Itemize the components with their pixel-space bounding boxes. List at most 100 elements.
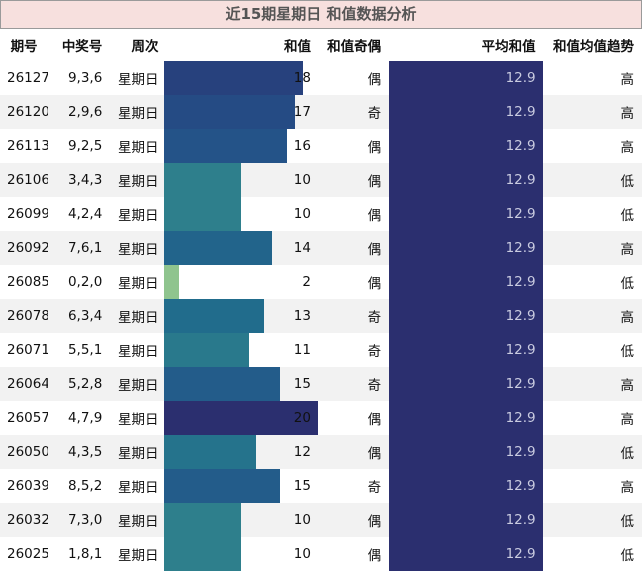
cell-issue: 26071 [7, 342, 49, 358]
avg-value: 12.9 [505, 376, 536, 392]
cell-avg: 12.9 [389, 197, 544, 231]
cell-weekday: 星期日 [117, 140, 159, 156]
cell-sum: 15 [164, 469, 318, 503]
cell-avg: 12.9 [389, 333, 544, 367]
cell-trend: 高 [620, 412, 635, 428]
cell-weekday: 星期日 [117, 344, 159, 360]
sum-databar [164, 435, 257, 469]
avg-value: 12.9 [505, 308, 536, 324]
cell-trend: 低 [543, 503, 642, 537]
sum-databar [164, 299, 265, 333]
cell-trend: 低 [543, 435, 642, 469]
cell-trend: 低 [620, 276, 635, 292]
sum-databar [164, 367, 281, 401]
cell-numbers: 2,9,6 [48, 95, 107, 129]
avg-databar [389, 231, 544, 265]
cell-avg: 12.9 [389, 231, 544, 265]
table-body: 26127 9,3,6 星期日 18 偶 12.9 高 26120 2,9,6 星期日 17 奇 12.… [0, 61, 642, 571]
avg-value: 12.9 [505, 512, 536, 528]
header-weekday: 周次 [131, 38, 159, 55]
cell-avg: 12.9 [389, 299, 544, 333]
cell-issue: 26092 [0, 231, 49, 265]
cell-trend: 高 [620, 140, 635, 156]
sum-value: 16 [293, 138, 311, 154]
cell-issue: 26039 [7, 478, 49, 494]
avg-databar [389, 333, 544, 367]
avg-databar [389, 299, 544, 333]
cell-weekday: 星期日 [106, 503, 165, 537]
cell-sum: 14 [164, 231, 319, 265]
header-avg: 平均和值 [481, 38, 536, 55]
cell-issue: 26099 [7, 206, 49, 222]
cell-trend: 高 [543, 231, 642, 265]
cell-parity: 偶 [318, 163, 390, 197]
table-row: 26078 6,3,4 星期日 13 奇 12.9 高 [0, 299, 642, 333]
avg-databar [389, 163, 544, 197]
cell-issue: 26050 [0, 435, 49, 469]
table-row: 26071 5,5,1 星期日 11 奇 12.9 低 [0, 333, 642, 367]
table-row: 26113 9,2,5 星期日 16 偶 12.9 高 [0, 129, 642, 163]
cell-sum: 20 [164, 401, 319, 435]
sum-value: 13 [293, 308, 311, 324]
avg-value: 12.9 [505, 70, 536, 86]
cell-sum: 13 [164, 299, 319, 333]
cell-numbers: 7,3,0 [48, 503, 107, 537]
avg-databar [389, 95, 544, 129]
sum-value: 17 [293, 104, 311, 120]
avg-databar [389, 401, 544, 435]
cell-parity: 偶 [367, 548, 382, 564]
sheet-title: 近15期星期日 和值数据分析 [0, 0, 642, 29]
cell-parity: 奇 [318, 299, 390, 333]
avg-databar [389, 197, 544, 231]
cell-avg: 12.9 [389, 95, 544, 129]
cell-sum: 10 [164, 197, 318, 231]
cell-issue: 26085 [7, 274, 49, 290]
avg-value: 12.9 [505, 274, 536, 290]
cell-trend: 高 [543, 299, 642, 333]
cell-weekday: 星期日 [117, 208, 159, 224]
avg-value: 12.9 [505, 444, 536, 460]
table-row: 26057 4,7,9 星期日 20 偶 12.9 高 [0, 401, 642, 435]
table-row: 26025 1,8,1 星期日 10 偶 12.9 低 [0, 537, 642, 571]
sum-databar [164, 129, 288, 163]
cell-numbers: 5,2,8 [48, 367, 107, 401]
header-row: 期号 中奖号 周次 和值 和值奇偶 平均和值 和值均值趋势 [0, 28, 642, 61]
table-row: 26127 9,3,6 星期日 18 偶 12.9 高 [0, 61, 642, 95]
cell-weekday: 星期日 [106, 231, 165, 265]
avg-value: 12.9 [505, 410, 536, 426]
cell-trend: 低 [620, 344, 635, 360]
cell-numbers: 9,2,5 [67, 138, 103, 154]
avg-databar [389, 469, 544, 503]
avg-value: 12.9 [505, 172, 536, 188]
cell-sum: 10 [164, 537, 318, 571]
header-numbers: 中奖号 [61, 38, 103, 55]
header-trend: 和值均值趋势 [553, 38, 634, 55]
cell-numbers: 7,6,1 [48, 231, 107, 265]
cell-weekday: 星期日 [117, 480, 159, 496]
cell-avg: 12.9 [389, 265, 544, 299]
avg-databar [389, 367, 544, 401]
table-row: 26120 2,9,6 星期日 17 奇 12.9 高 [0, 95, 642, 129]
cell-numbers: 4,7,9 [67, 410, 103, 426]
avg-databar [389, 265, 544, 299]
sum-value: 12 [293, 444, 311, 460]
cell-issue: 26064 [0, 367, 49, 401]
avg-value: 12.9 [505, 206, 536, 222]
cell-avg: 12.9 [389, 401, 544, 435]
cell-trend: 高 [543, 95, 642, 129]
cell-trend: 低 [543, 163, 642, 197]
cell-weekday: 星期日 [117, 72, 159, 88]
cell-issue: 26127 [7, 70, 49, 86]
cell-trend: 高 [620, 480, 635, 496]
cell-parity: 偶 [318, 231, 390, 265]
sum-value: 10 [293, 206, 311, 222]
cell-numbers: 4,3,5 [48, 435, 107, 469]
cell-parity: 偶 [318, 503, 390, 537]
cell-sum: 17 [164, 95, 319, 129]
table-row: 26039 8,5,2 星期日 15 奇 12.9 高 [0, 469, 642, 503]
avg-databar [389, 537, 544, 571]
sum-value: 15 [293, 376, 311, 392]
cell-sum: 16 [164, 129, 318, 163]
cell-numbers: 0,2,0 [67, 274, 103, 290]
cell-sum: 18 [164, 61, 318, 95]
